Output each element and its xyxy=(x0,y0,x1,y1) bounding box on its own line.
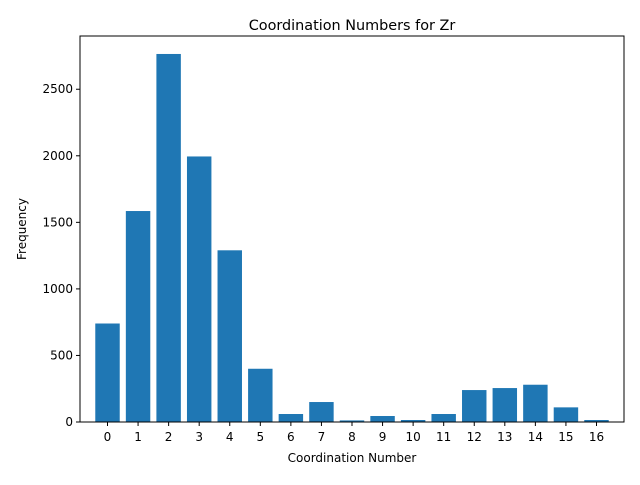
x-tick-label: 10 xyxy=(405,430,420,444)
x-tick-label: 15 xyxy=(558,430,573,444)
bar-4 xyxy=(217,250,242,422)
bar-9 xyxy=(370,416,395,422)
bar-0 xyxy=(95,323,120,422)
x-axis-label: Coordination Number xyxy=(288,451,417,465)
bar-2 xyxy=(156,53,181,422)
bar-6 xyxy=(278,414,304,422)
y-axis-label: Frequency xyxy=(15,198,29,260)
x-tick-label: 8 xyxy=(348,430,356,444)
bar-11 xyxy=(431,414,456,422)
x-tick-label: 9 xyxy=(379,430,387,444)
x-tick-label: 3 xyxy=(195,430,203,444)
bar-8 xyxy=(339,420,365,422)
axes-frame xyxy=(79,35,625,423)
x-tick-label: 13 xyxy=(497,430,512,444)
y-tick-label: 2000 xyxy=(42,149,73,163)
bar-15 xyxy=(553,407,579,422)
bar-7 xyxy=(309,402,334,422)
x-tick-label: 16 xyxy=(589,430,604,444)
y-tick-label: 1000 xyxy=(42,282,73,296)
bar-10 xyxy=(400,420,426,422)
x-tick-label: 7 xyxy=(318,430,326,444)
bar-12 xyxy=(462,390,487,422)
chart-title: Coordination Numbers for Zr xyxy=(249,18,456,34)
bar-5 xyxy=(248,368,273,422)
y-axis: 0 500 1000 1500 2000 2500 xyxy=(42,82,80,429)
x-tick-label: 1 xyxy=(134,430,142,444)
bars xyxy=(95,53,609,422)
x-tick-label: 11 xyxy=(436,430,451,444)
x-tick-label: 5 xyxy=(256,430,264,444)
x-tick-label: 14 xyxy=(528,430,543,444)
y-tick-label: 1500 xyxy=(42,215,73,229)
x-axis: 0 1 2 3 4 5 6 7 8 9 10 11 12 13 14 15 16 xyxy=(104,422,604,444)
y-tick-label: 2500 xyxy=(42,82,73,96)
x-tick-label: 0 xyxy=(104,430,112,444)
bar-16 xyxy=(584,420,609,422)
x-tick-label: 12 xyxy=(467,430,482,444)
x-tick-label: 4 xyxy=(226,430,234,444)
bar-3 xyxy=(186,156,212,422)
x-tick-label: 6 xyxy=(287,430,295,444)
y-tick-label: 500 xyxy=(50,348,73,362)
bar-1 xyxy=(125,211,151,422)
x-tick-label: 2 xyxy=(165,430,173,444)
bar-14 xyxy=(523,384,548,422)
bar-13 xyxy=(492,388,518,422)
y-tick-label: 0 xyxy=(65,415,73,429)
